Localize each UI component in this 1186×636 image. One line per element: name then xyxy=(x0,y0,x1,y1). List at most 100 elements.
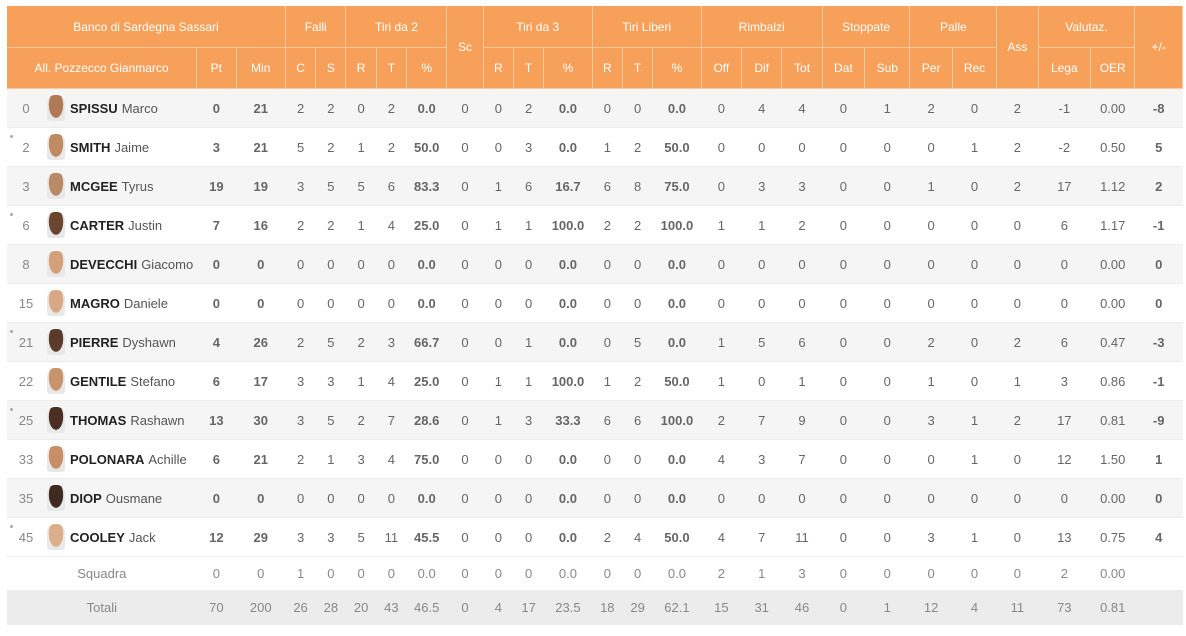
stat-rl: 2 xyxy=(592,205,623,245)
stat-t3: 0 xyxy=(513,244,544,284)
stat-sc: 0 xyxy=(446,400,484,440)
totali-dat: 0 xyxy=(822,590,865,625)
stat-sub: 0 xyxy=(864,127,910,167)
totali-s: 28 xyxy=(315,590,346,625)
stat-min: 30 xyxy=(236,400,286,440)
player-number: 45 xyxy=(18,529,34,545)
stat-lega: 17 xyxy=(1038,400,1091,440)
stat-p2: 25.0 xyxy=(406,205,447,245)
player-surname-link[interactable]: POLONARA xyxy=(70,451,145,467)
stat-pt: 0 xyxy=(196,478,236,518)
sc-header: Sc xyxy=(446,6,484,89)
table-row: 25 THOMAS Rashawn 13 30 3 5 2 7 28.6 0 1 3 33.3 6 6 100.… xyxy=(7,400,1183,440)
table-footer: Squadra 0 0 1 0 0 0 0.0 0 0 0 0.0 0 0 0.… xyxy=(7,556,1183,625)
min-header[interactable]: Min xyxy=(236,47,286,89)
pt-header[interactable]: Pt xyxy=(196,47,237,89)
player-surname-link[interactable]: SMITH xyxy=(70,139,111,155)
stat-p2: 0.0 xyxy=(406,88,447,128)
stat-tl: 4 xyxy=(622,517,653,557)
stat-pt: 19 xyxy=(196,166,236,206)
stat-oer: 0.00 xyxy=(1090,283,1135,323)
valutaz-header: Valutaz. xyxy=(1038,6,1136,48)
stat-r3: 1 xyxy=(483,400,514,440)
stat-p2: 66.7 xyxy=(406,322,447,362)
squadra-rec: 0 xyxy=(952,556,997,591)
stat-sub: 0 xyxy=(864,244,910,284)
stat-c: 0 xyxy=(285,283,316,323)
player-surname-link[interactable]: SPISSU xyxy=(70,100,118,116)
tiri3-pct-header[interactable]: % xyxy=(543,47,593,89)
player-surname-link[interactable]: CARTER xyxy=(70,217,125,233)
squadra-p2: 0.0 xyxy=(406,556,447,591)
player-avatar xyxy=(47,95,65,121)
tiri2-pct-header[interactable]: % xyxy=(406,47,448,89)
palle-per-header: Per xyxy=(909,47,953,89)
totali-t2: 43 xyxy=(376,590,407,625)
stoppate-sub-header: Sub xyxy=(864,47,911,89)
stat-dif: 1 xyxy=(741,205,782,245)
stat-s: 5 xyxy=(315,322,346,362)
stat-lega: -2 xyxy=(1038,127,1091,167)
player-firstname: Achille xyxy=(148,451,187,467)
player-surname-link[interactable]: MAGRO xyxy=(70,295,120,311)
stat-r2: 0 xyxy=(345,88,377,128)
stat-c: 3 xyxy=(285,400,316,440)
player-surname-link[interactable]: DEVECCHI xyxy=(70,256,138,272)
stat-r2: 0 xyxy=(345,244,377,284)
oncourt-dot-icon xyxy=(10,408,13,411)
player-surname-link[interactable]: MCGEE xyxy=(70,178,118,194)
stat-r2: 5 xyxy=(345,166,377,206)
stat-dat: 0 xyxy=(822,322,865,362)
stat-rec: 1 xyxy=(952,439,997,479)
player-number: 33 xyxy=(18,451,34,467)
player-firstname: Daniele xyxy=(123,295,168,311)
stat-tot: 0 xyxy=(781,283,823,323)
stat-t2: 0 xyxy=(376,478,407,518)
stat-s: 2 xyxy=(315,205,346,245)
liberi-pct-header[interactable]: % xyxy=(652,47,702,89)
stat-sub: 1 xyxy=(864,88,910,128)
stat-pt: 0 xyxy=(196,88,236,128)
squadra-sc: 0 xyxy=(446,556,484,591)
stat-per: 0 xyxy=(909,127,953,167)
stat-pl: 75.0 xyxy=(652,166,702,206)
player-surname-link[interactable]: GENTILE xyxy=(70,373,127,389)
player-avatar xyxy=(47,485,65,511)
stat-c: 3 xyxy=(285,517,316,557)
player-number: 2 xyxy=(22,139,30,155)
stat-s: 3 xyxy=(315,361,346,401)
player-surname-link[interactable]: PIERRE xyxy=(70,334,119,350)
stat-pt: 4 xyxy=(196,322,236,362)
stat-p2: 25.0 xyxy=(406,361,447,401)
stat-p3: 33.3 xyxy=(543,400,593,440)
player-number: 0 xyxy=(22,100,30,116)
stat-tl: 5 xyxy=(622,322,653,362)
totali-c: 26 xyxy=(285,590,316,625)
squadra-rl: 0 xyxy=(592,556,623,591)
rimbalzi-dif-header: Dif xyxy=(741,47,783,89)
stat-off: 0 xyxy=(701,88,742,128)
box-score-table: Banco di Sardegna Sassari Falli Tiri da … xyxy=(7,6,1183,625)
stat-tot: 6 xyxy=(781,322,823,362)
stat-pl: 50.0 xyxy=(652,517,702,557)
stat-c: 2 xyxy=(285,322,316,362)
stat-pm: -1 xyxy=(1134,361,1183,401)
liberi-header: Tiri Liberi xyxy=(592,6,702,48)
stat-rl: 6 xyxy=(592,400,623,440)
stat-dif: 7 xyxy=(741,517,782,557)
stat-r2: 2 xyxy=(345,322,377,362)
stat-lega: 3 xyxy=(1038,361,1091,401)
totali-ass: 11 xyxy=(996,590,1039,625)
stat-oer: 0.47 xyxy=(1090,322,1135,362)
stat-ass: 2 xyxy=(996,88,1039,128)
squadra-sub: 0 xyxy=(864,556,910,591)
stat-oer: 1.12 xyxy=(1090,166,1135,206)
stat-tl: 0 xyxy=(622,244,653,284)
player-surname-link[interactable]: THOMAS xyxy=(70,412,127,428)
table-row: 6 CARTER Justin 7 16 2 2 1 4 25.0 0 1 1 100.0 2 2 100.0 1… xyxy=(7,205,1183,245)
player-surname-link[interactable]: COOLEY xyxy=(70,529,125,545)
stat-p2: 0.0 xyxy=(406,283,447,323)
stat-oer: 1.17 xyxy=(1090,205,1135,245)
totali-per: 12 xyxy=(909,590,953,625)
player-surname-link[interactable]: DIOP xyxy=(70,490,102,506)
